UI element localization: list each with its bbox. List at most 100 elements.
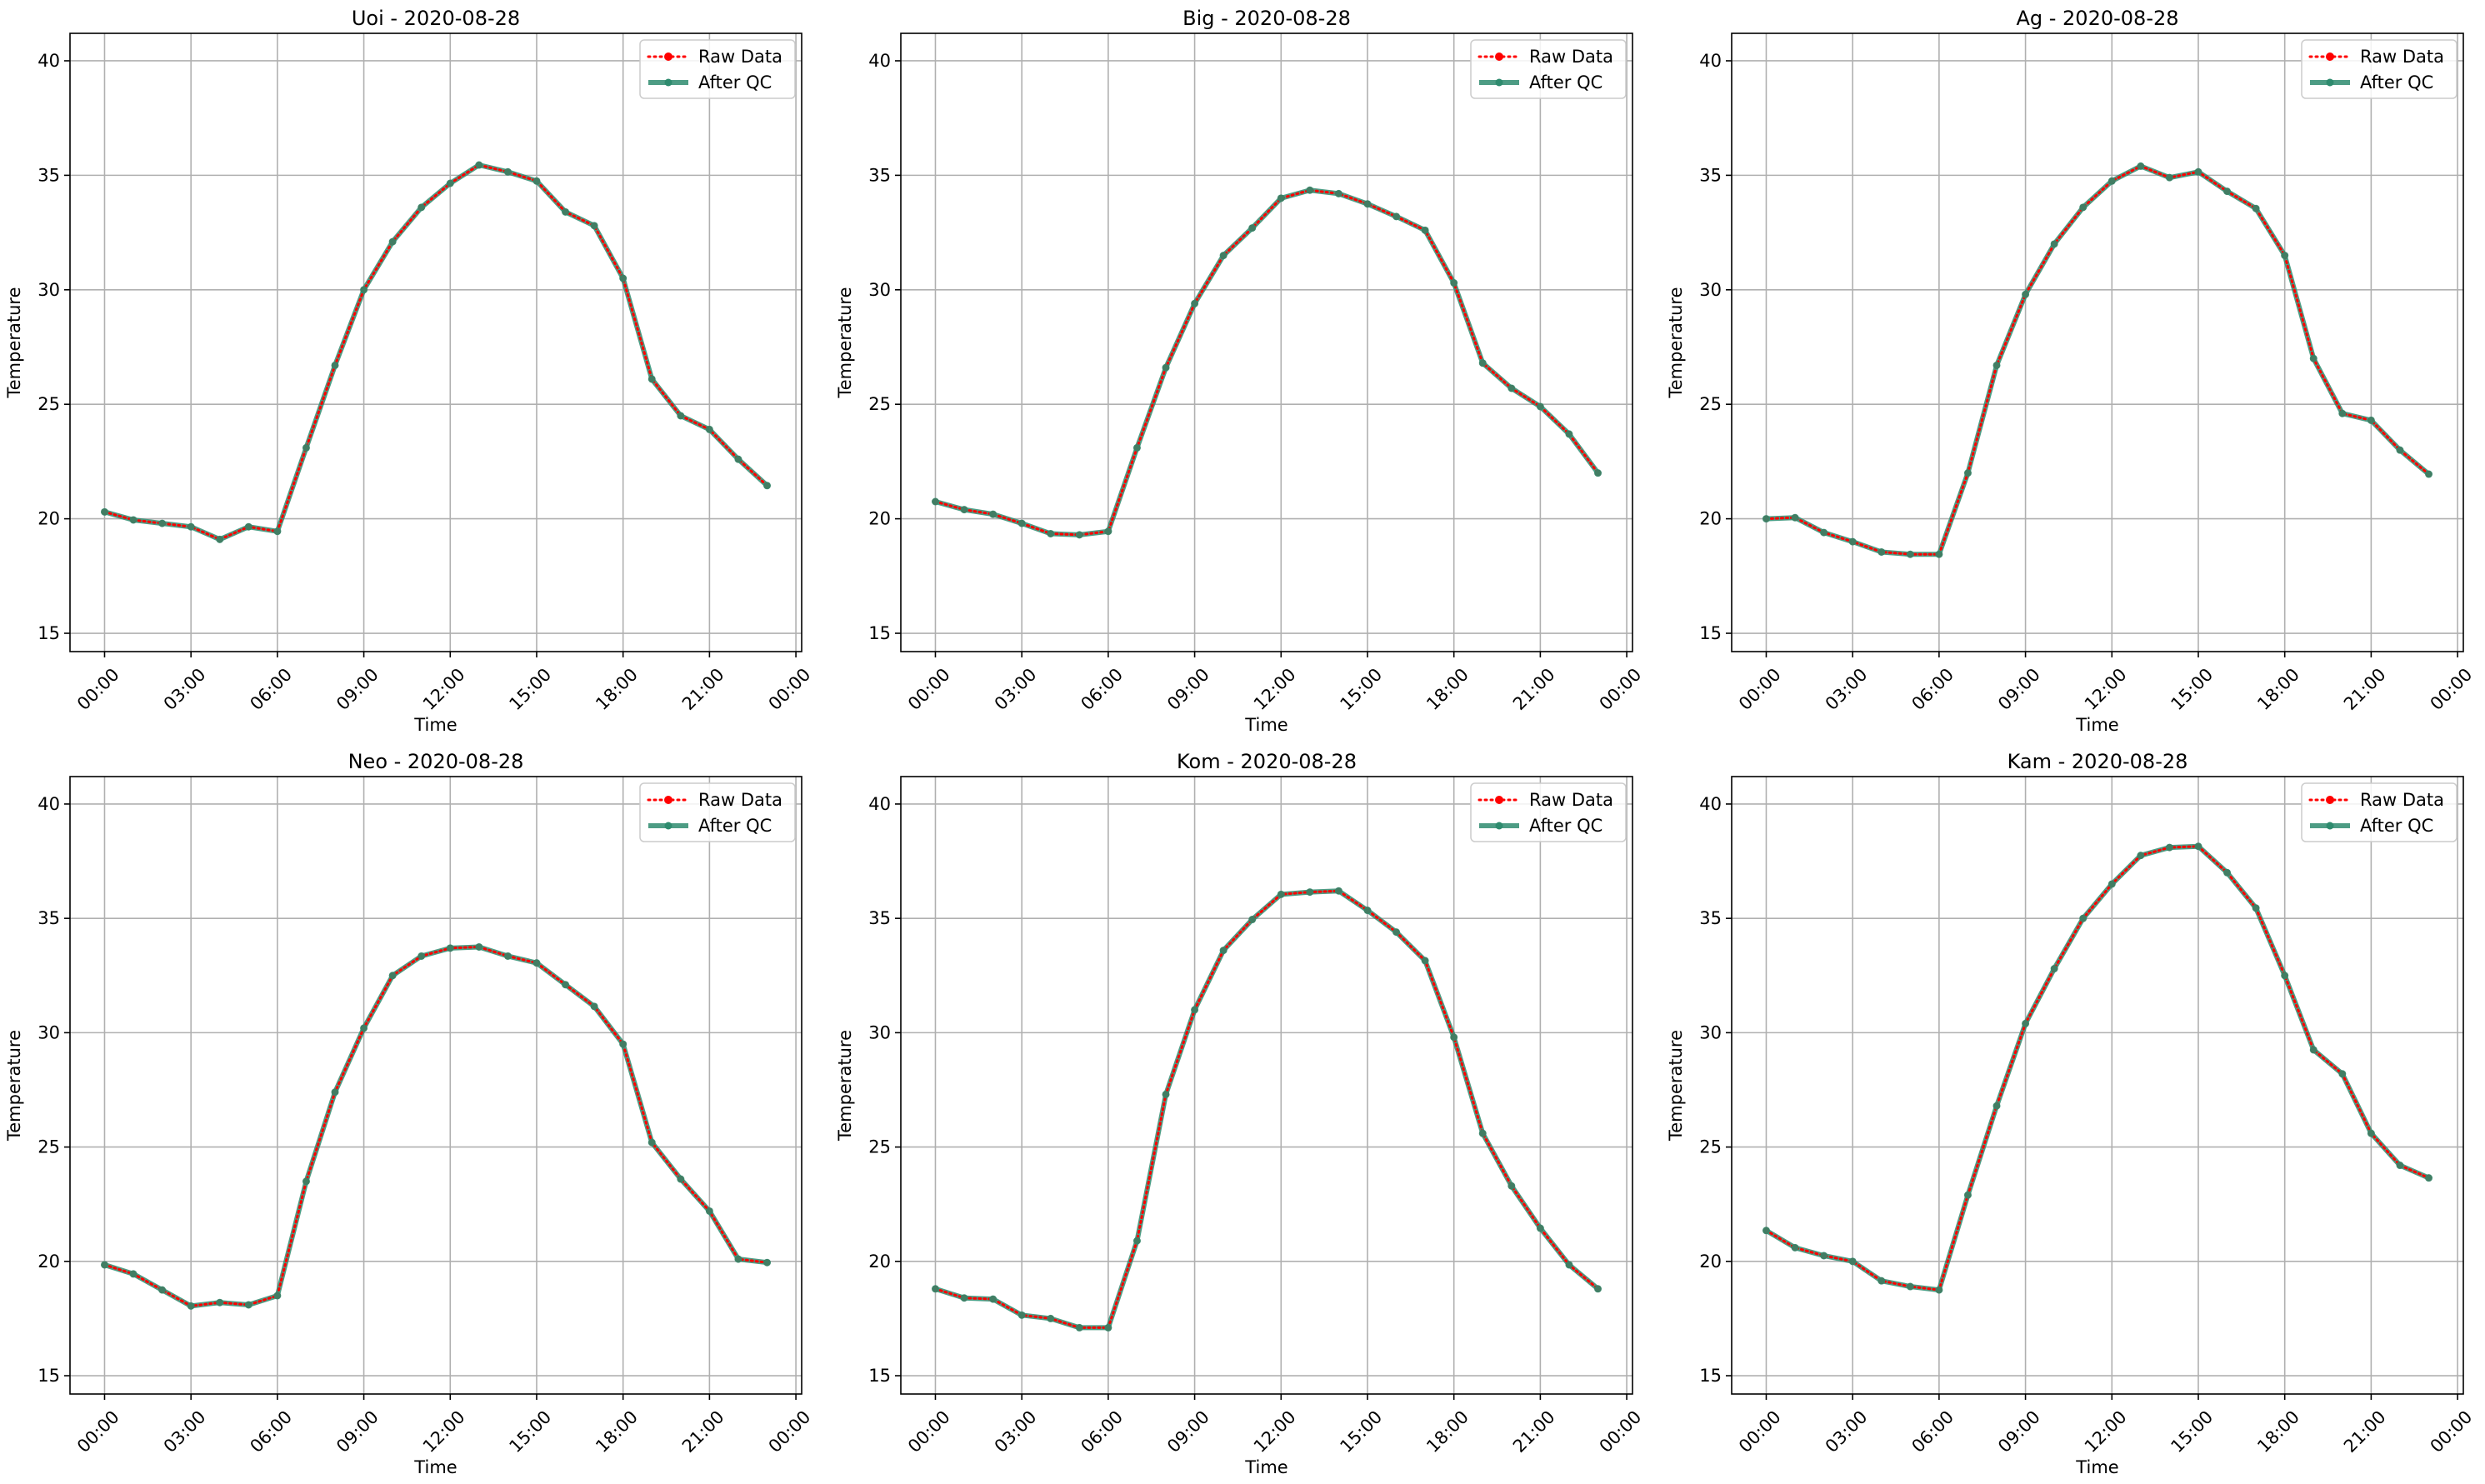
after-qc-point (989, 510, 998, 518)
x-tick-label: 12:00 (1250, 664, 1300, 714)
legend-raw-label: Raw Data (2360, 790, 2444, 810)
grid (1732, 33, 2463, 652)
x-tick-label: 21:00 (2340, 1407, 2390, 1457)
after-qc-point (1791, 1243, 1799, 1252)
axes-frame (900, 32, 1633, 652)
series-after-qc-line (1766, 163, 2431, 557)
series-after-qc-line (934, 187, 1600, 537)
after-qc-point (1594, 469, 1602, 477)
x-tick-label: 00:00 (1735, 1407, 1785, 1457)
after-qc-point (960, 506, 968, 514)
after-qc-point (1450, 1033, 1458, 1042)
after-qc-point (273, 527, 282, 536)
after-qc-point (2281, 972, 2289, 980)
after-qc-point (1363, 200, 1372, 208)
x-tick-label: 00:00 (2427, 664, 2477, 714)
x-tick-label: 00:00 (1596, 664, 1646, 714)
after-qc-point (1906, 1282, 1914, 1291)
series-after-qc-line (934, 888, 1600, 1331)
y-axis-label: Temperature (835, 1030, 855, 1142)
after-qc-point (129, 1270, 138, 1278)
after-qc-point (1594, 1285, 1602, 1293)
after-qc-point (1820, 528, 1828, 537)
after-qc-point (1848, 537, 1857, 546)
after-qc-point (1104, 1323, 1112, 1332)
x-tick-label: 15:00 (2167, 664, 2217, 714)
after-qc-point (931, 497, 939, 506)
after-qc-point (1878, 547, 1886, 556)
x-tick-label: 03:00 (991, 664, 1041, 714)
legend-raw-label: Raw Data (1529, 790, 1613, 810)
after-qc-point (503, 952, 512, 960)
after-qc-point (1277, 890, 1285, 898)
x-axis-label: Time (413, 715, 457, 735)
after-qc-point (2252, 204, 2260, 212)
legend-raw-marker (2326, 796, 2334, 804)
grid (70, 33, 802, 652)
after-qc-point (1565, 430, 1573, 438)
x-tick-label: 09:00 (1994, 1407, 2044, 1457)
legend-qc-marker (664, 78, 672, 87)
x-tick-label: 21:00 (2340, 664, 2390, 714)
axes-frame (1731, 32, 2464, 652)
y-tick-label: 20 (868, 1252, 891, 1272)
y-axis-label: Temperature (1666, 287, 1686, 398)
after-qc-point (532, 177, 541, 185)
x-axis-label: Time (2075, 715, 2118, 735)
grid (1732, 777, 2463, 1394)
chart-title: Kom - 2020-08-28 (1177, 750, 1357, 773)
y-tick-label: 15 (1699, 1366, 1722, 1386)
x-tick-label: 09:00 (332, 1407, 382, 1457)
legend-qc-label: After QC (2360, 816, 2433, 836)
x-tick-label: 12:00 (1250, 1407, 1300, 1457)
series-raw-data-line (933, 889, 1600, 1329)
after-qc-point (360, 1024, 368, 1032)
after-qc-point (1935, 1286, 1943, 1294)
after-qc-point (2281, 252, 2289, 260)
y-tick-label: 25 (1699, 1137, 1722, 1157)
x-tick-label: 00:00 (1735, 664, 1785, 714)
after-qc-point (388, 972, 397, 980)
x-tick-label: 15:00 (2167, 1407, 2217, 1457)
x-tick-label: 12:00 (2081, 664, 2131, 714)
after-qc-point (2165, 843, 2173, 852)
after-qc-point (562, 207, 570, 216)
x-tick-label: 06:00 (1077, 1407, 1127, 1457)
after-qc-point (1935, 550, 1943, 558)
y-tick-label: 20 (38, 509, 60, 529)
after-qc-point (2108, 177, 2116, 185)
x-tick-label: 18:00 (592, 1407, 642, 1457)
y-tick-label: 15 (868, 623, 891, 643)
series-raw-data-line (102, 945, 769, 1307)
after-qc-point (100, 507, 108, 516)
y-tick-label: 35 (38, 908, 60, 928)
x-tick-label: 09:00 (1994, 664, 2044, 714)
x-tick-label: 21:00 (1509, 1407, 1559, 1457)
legend: Raw Data After QC (2301, 39, 2458, 99)
x-tick-label: 09:00 (332, 664, 382, 714)
after-qc-point (1392, 928, 1401, 937)
legend-raw-label: Raw Data (1529, 47, 1613, 67)
after-qc-point (1277, 194, 1285, 202)
after-qc-point (331, 361, 339, 369)
legend-qc-marker (1495, 822, 1503, 830)
y-tick-label: 25 (1699, 394, 1722, 414)
y-tick-label: 25 (38, 394, 60, 414)
after-qc-point (158, 519, 167, 527)
after-qc-point (2367, 416, 2375, 424)
after-qc-point (1132, 443, 1141, 452)
after-qc-point (1075, 531, 1083, 539)
after-qc-point (1508, 384, 1516, 392)
y-tick-label: 40 (1699, 51, 1722, 71)
after-qc-point (2367, 1129, 2375, 1137)
x-tick-label: 09:00 (1163, 664, 1213, 714)
subplot-4: Neo - 2020-08-28 00:00 03:00 06:00 09:00 12:0… (4, 750, 814, 1477)
legend-raw-label: Raw Data (2360, 47, 2444, 67)
after-qc-point (1104, 527, 1112, 536)
y-tick-label: 35 (868, 908, 891, 928)
y-tick-label: 15 (38, 623, 60, 643)
after-qc-point (590, 222, 598, 230)
legend-qc-label: After QC (1529, 72, 1602, 92)
x-axis-label: Time (1244, 715, 1288, 735)
